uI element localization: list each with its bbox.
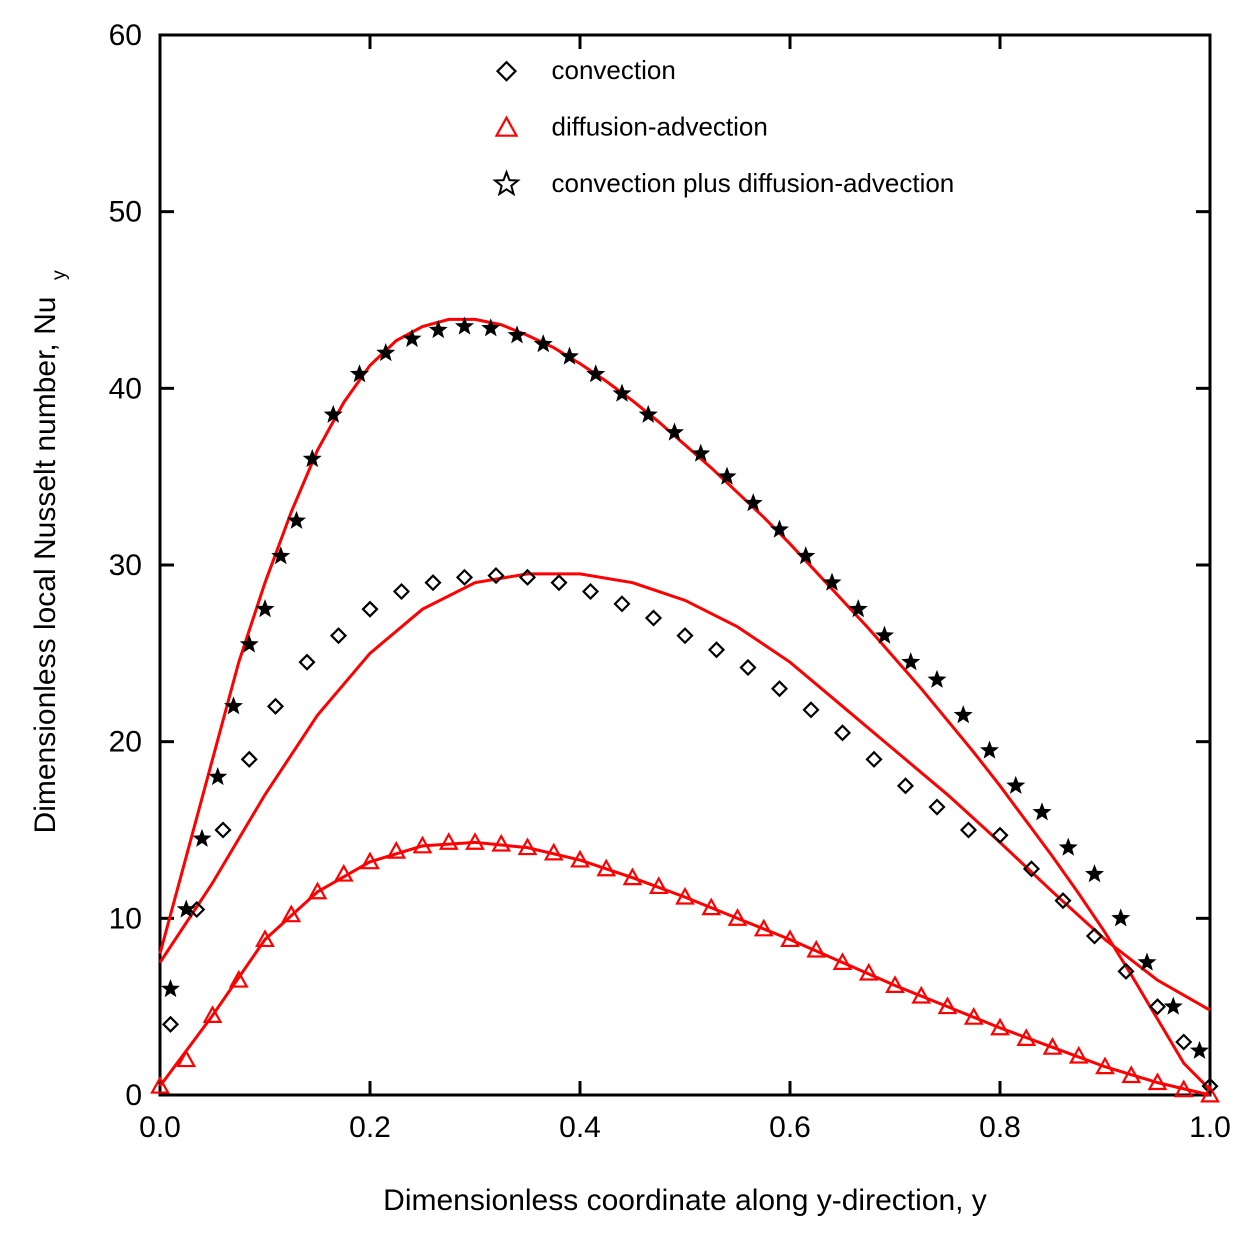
chart-svg: 0.0 0.2 0.4 0.6 0.8 1.0 0 10 20 30 40 50 60 Dimension… — [0, 0, 1260, 1255]
y-tick-label: 10 — [109, 902, 142, 935]
x-axis-title: Dimensionless coordinate along y-directi… — [383, 1184, 987, 1217]
x-tick-label: 0.6 — [769, 1111, 811, 1144]
y-axis-title: Dimensionless local Nusselt number, Nu — [29, 297, 62, 834]
x-tick-label: 0.2 — [349, 1111, 391, 1144]
legend-label: convection — [552, 55, 676, 85]
chart-container: 0.0 0.2 0.4 0.6 0.8 1.0 0 10 20 30 40 50 60 Dimension… — [0, 0, 1260, 1255]
legend-label: convection plus diffusion-advection — [552, 168, 955, 198]
y-axis-title-sub: y — [48, 270, 70, 280]
x-tick-label: 0.0 — [139, 1111, 181, 1144]
y-tick-label: 50 — [109, 196, 142, 229]
y-tick-label: 30 — [109, 549, 142, 582]
legend-label: diffusion-advection — [552, 112, 768, 142]
y-tick-label: 40 — [109, 372, 142, 405]
x-tick-label: 1.0 — [1189, 1111, 1231, 1144]
y-tick-label: 60 — [109, 19, 142, 52]
x-tick-label: 0.8 — [979, 1111, 1021, 1144]
x-tick-label: 0.4 — [559, 1111, 601, 1144]
y-tick-label: 20 — [109, 726, 142, 759]
y-tick-label: 0 — [125, 1079, 142, 1112]
